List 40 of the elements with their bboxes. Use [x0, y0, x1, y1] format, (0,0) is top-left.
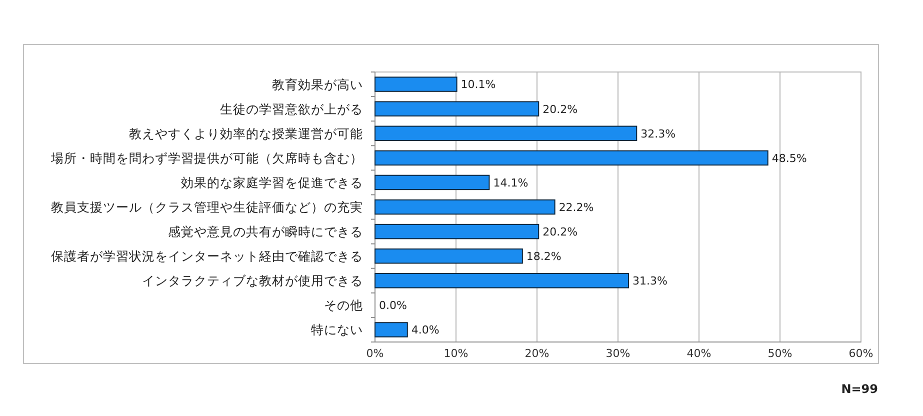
y-tick-label: インタラクティブな教材が使用できる: [142, 273, 363, 288]
data-label: 4.0%: [411, 324, 440, 337]
y-tick-label: 特にない: [311, 322, 363, 338]
data-label: 0.0%: [379, 299, 407, 312]
data-label: 14.1%: [493, 176, 528, 190]
y-tick-label: 教えやすくより効率的な授業運営が可能: [129, 126, 363, 141]
x-tick-label: 30%: [606, 347, 630, 360]
bar: [374, 248, 523, 264]
x-tick-label: 20%: [524, 347, 550, 360]
bar: [374, 174, 490, 190]
bar: [374, 150, 768, 166]
y-tick-label: 場所・時間を問わず学習提供が可能（欠席時も含む）: [50, 150, 363, 166]
data-label: 31.3%: [632, 274, 668, 288]
data-label: 48.5%: [772, 152, 807, 165]
x-tick-label: 0%: [366, 347, 384, 360]
data-label: 10.1%: [460, 78, 496, 92]
data-label: 20.2%: [542, 102, 578, 116]
data-label: 18.2%: [526, 250, 562, 264]
y-tick-label: 教員支援ツール（クラス管理や生徒評価など）の充実: [51, 200, 363, 214]
bar: [374, 273, 630, 288]
y-tick-label: 感覚や意見の共有が瞬時にできる: [168, 224, 363, 240]
bar: [374, 76, 458, 92]
bar: [374, 224, 540, 240]
y-tick-label: 生徒の学習意欲が上がる: [220, 101, 363, 116]
bar: [374, 322, 408, 338]
x-tick-label: 50%: [768, 347, 792, 360]
data-label: 32.3%: [640, 127, 676, 140]
y-tick-label: 効果的な家庭学習を促進できる: [181, 174, 363, 190]
y-tick-label: その他: [324, 298, 363, 313]
x-tick-label: 40%: [686, 347, 712, 360]
bar: [374, 101, 540, 116]
bar: [374, 126, 638, 141]
data-label: 22.2%: [558, 200, 594, 214]
text: N=99: [841, 382, 878, 396]
x-tick-label: 60%: [848, 347, 874, 360]
bar: [374, 199, 556, 215]
data-label: 20.2%: [542, 226, 578, 239]
y-tick-label: 教育効果が高い: [272, 76, 363, 92]
y-tick-label: 保護者が学習状況をインターネット経由で確認できる: [51, 248, 363, 264]
x-tick-label: 10%: [444, 347, 468, 360]
